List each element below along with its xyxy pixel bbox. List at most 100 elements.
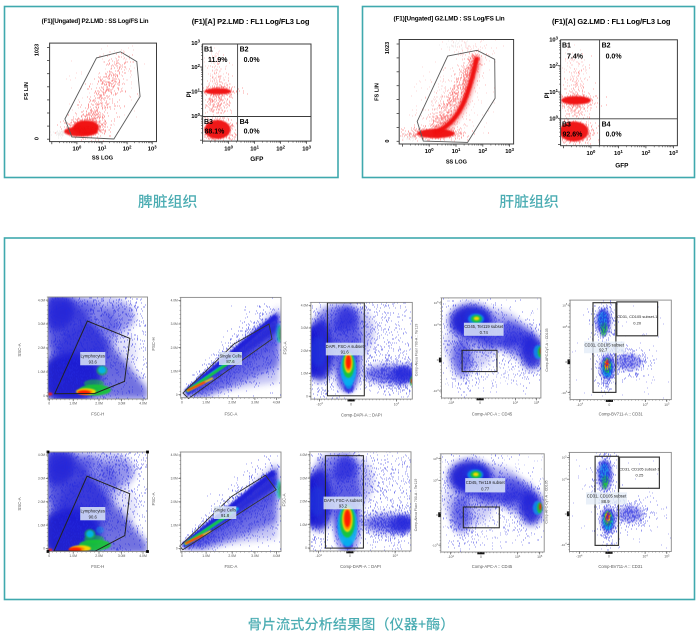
svg-text:B3: B3	[204, 119, 213, 126]
svg-text:GFP: GFP	[250, 156, 264, 163]
svg-text:2.0M: 2.0M	[38, 500, 45, 504]
svg-text:Comp-APC-Cy7-A :: CD105: Comp-APC-Cy7-A :: CD105	[545, 480, 549, 523]
svg-text:87.6: 87.6	[226, 359, 235, 364]
svg-text:104: 104	[562, 477, 567, 481]
svg-text:0: 0	[436, 513, 438, 517]
svg-text:4.0M: 4.0M	[171, 453, 178, 457]
svg-text:4.0M: 4.0M	[38, 453, 45, 457]
svg-text:0: 0	[565, 360, 567, 364]
svg-text:FSC-A: FSC-A	[224, 564, 237, 569]
svg-text:B4: B4	[602, 122, 611, 129]
svg-text:B2: B2	[240, 47, 249, 54]
svg-text:104: 104	[393, 554, 399, 558]
svg-text:0: 0	[48, 554, 50, 558]
svg-text:91.6: 91.6	[341, 349, 350, 354]
svg-text:Single Cells: Single Cells	[214, 508, 236, 513]
svg-text:3.0M: 3.0M	[38, 477, 45, 481]
svg-text:4.0M: 4.0M	[273, 554, 281, 558]
svg-text:92.6%: 92.6%	[563, 132, 584, 139]
svg-text:B3: B3	[562, 122, 571, 129]
svg-text:105: 105	[434, 301, 439, 305]
svg-text:4.0M: 4.0M	[139, 554, 147, 558]
svg-text:104: 104	[643, 403, 649, 407]
svg-text:4.0M: 4.0M	[273, 400, 281, 404]
svg-text:4.0M: 4.0M	[300, 453, 307, 457]
svg-text:100: 100	[425, 147, 434, 155]
svg-text:0: 0	[43, 394, 45, 398]
svg-text:90.6: 90.6	[89, 514, 98, 519]
svg-text:105: 105	[664, 555, 670, 559]
svg-text:FSC-H: FSC-H	[151, 337, 156, 350]
svg-text:CD45, Ter119 subset: CD45, Ter119 subset	[464, 324, 504, 329]
svg-text:DAPI, FSC-A subset: DAPI, FSC-A subset	[324, 498, 363, 503]
svg-text:B1: B1	[204, 47, 213, 54]
svg-text:FSC-A: FSC-A	[282, 493, 287, 506]
svg-text:11.9%: 11.9%	[208, 57, 228, 64]
svg-text:88.1%: 88.1%	[205, 129, 226, 136]
svg-text:0.77: 0.77	[481, 486, 490, 491]
svg-text:105: 105	[433, 457, 438, 461]
svg-text:102: 102	[478, 147, 487, 155]
svg-text:104: 104	[433, 479, 438, 483]
svg-text:7.4%: 7.4%	[567, 54, 584, 61]
svg-text:1023: 1023	[385, 42, 391, 54]
svg-text:102: 102	[642, 149, 651, 157]
svg-text:105: 105	[537, 555, 543, 559]
svg-text:0: 0	[349, 554, 351, 558]
svg-text:3.0M: 3.0M	[251, 400, 259, 404]
svg-text:3.0M: 3.0M	[301, 326, 308, 330]
svg-text:102: 102	[123, 144, 132, 152]
svg-text:CD31, CD105 subset-1: CD31, CD105 subset-1	[619, 466, 659, 471]
svg-text:Comp-BV711-A :: CD31: Comp-BV711-A :: CD31	[598, 564, 643, 569]
svg-text:FSC-A: FSC-A	[283, 341, 288, 354]
svg-text:0: 0	[305, 546, 307, 550]
svg-text:104: 104	[515, 555, 521, 559]
svg-text:104: 104	[643, 555, 649, 559]
svg-text:B4: B4	[240, 119, 249, 126]
svg-text:Comp-APC-A :: CD45: Comp-APC-A :: CD45	[472, 412, 513, 417]
svg-text:100: 100	[549, 114, 558, 122]
svg-text:(F1)[A] G2.LMD : FL1 Log/FL3 L: (F1)[A] G2.LMD : FL1 Log/FL3 Log	[552, 17, 671, 26]
svg-text:Comp-Alexa Fluor 700-A :: Ter1: Comp-Alexa Fluor 700-A :: Ter119	[415, 324, 419, 377]
svg-text:92.7: 92.7	[599, 348, 608, 353]
svg-text:105: 105	[562, 456, 567, 460]
svg-text:101: 101	[250, 144, 259, 152]
svg-text:2.0M: 2.0M	[171, 346, 178, 350]
svg-text:103: 103	[302, 144, 311, 152]
svg-text:-104: -104	[316, 402, 323, 406]
svg-text:0.0%: 0.0%	[606, 54, 623, 61]
svg-text:Comp-DAPI-A :: DAPI: Comp-DAPI-A :: DAPI	[340, 564, 381, 569]
svg-text:-104: -104	[561, 391, 567, 395]
svg-text:0: 0	[480, 555, 482, 559]
svg-text:-104: -104	[315, 554, 322, 558]
svg-text:104: 104	[562, 325, 567, 329]
svg-text:4.0M: 4.0M	[38, 298, 45, 302]
svg-text:105: 105	[534, 401, 540, 405]
svg-text:101: 101	[549, 88, 558, 96]
svg-text:101: 101	[191, 87, 200, 95]
svg-text:0.0%: 0.0%	[606, 132, 623, 139]
svg-text:103: 103	[669, 149, 678, 157]
svg-text:CD31, CD105 subset: CD31, CD105 subset	[584, 343, 624, 348]
svg-text:CD45, Ter119 subset: CD45, Ter119 subset	[466, 480, 506, 485]
svg-text:SS LOG: SS LOG	[92, 156, 113, 162]
svg-text:1.0M: 1.0M	[202, 400, 210, 404]
svg-text:0: 0	[306, 394, 308, 398]
svg-text:FS LIN: FS LIN	[24, 82, 30, 100]
svg-text:CD31, CD105 subset-1: CD31, CD105 subset-1	[617, 314, 657, 319]
svg-text:-104: -104	[433, 389, 439, 393]
svg-text:0.0%: 0.0%	[244, 57, 261, 64]
svg-text:-104: -104	[576, 555, 583, 559]
svg-text:3.0M: 3.0M	[171, 477, 178, 481]
svg-text:3.0M: 3.0M	[118, 554, 126, 558]
svg-text:-104: -104	[448, 401, 455, 405]
svg-text:SSC-A: SSC-A	[17, 343, 22, 356]
svg-text:0: 0	[565, 512, 567, 516]
svg-text:1.0M: 1.0M	[202, 554, 210, 558]
svg-text:FS LIN: FS LIN	[375, 83, 381, 101]
svg-text:0: 0	[385, 139, 391, 142]
svg-text:1023: 1023	[35, 44, 41, 56]
svg-text:GFP: GFP	[615, 163, 629, 170]
svg-text:-104: -104	[577, 403, 584, 407]
svg-text:100: 100	[73, 144, 82, 152]
